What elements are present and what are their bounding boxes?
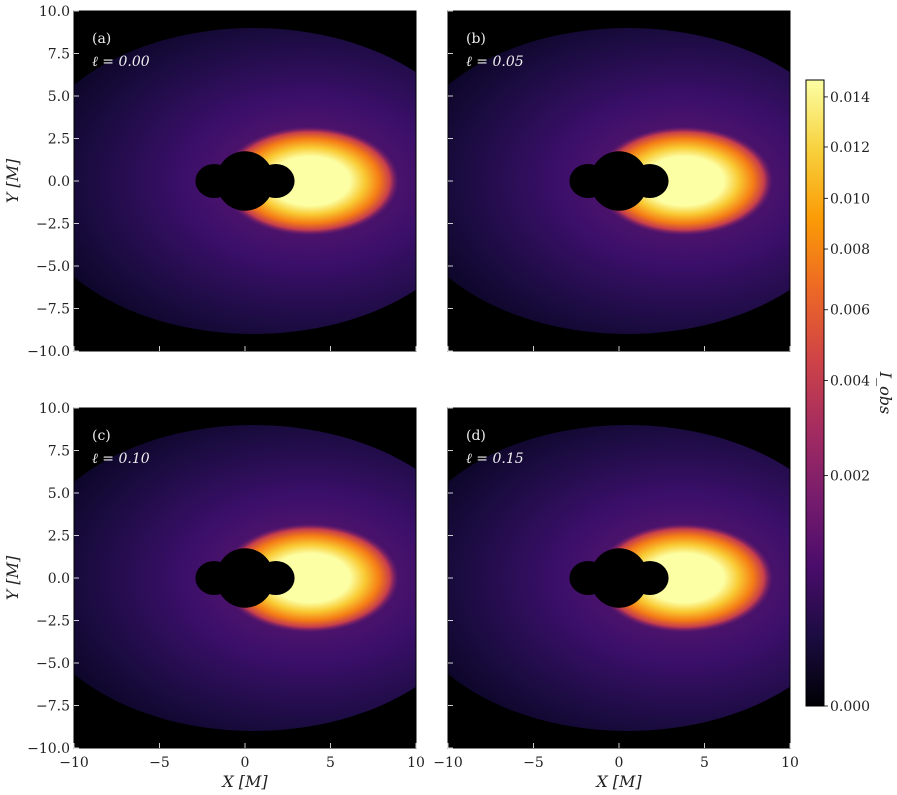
y-tick-label: −5.0 [36, 259, 70, 275]
y-tick-label: 5.0 [48, 89, 70, 105]
y-tick-label: 10.0 [39, 4, 70, 20]
y-tick-label: 10.0 [39, 401, 70, 417]
panel-c: 10.0 7.5 5.0 2.5 0.0 −2.5 −5.0 −7.5 −10.0 Y [M] −1… [3, 401, 425, 791]
y-tick-label: −10.0 [27, 741, 70, 757]
panel-tag: (c) [92, 428, 111, 444]
panel-d: −10 −5 0 5 10 X [M] (d) ℓ = 0.15 [433, 407, 799, 791]
black-hole-shadow [195, 548, 295, 608]
y-tick-label: 2.5 [48, 529, 70, 545]
x-axis-label: X [M] [594, 772, 642, 791]
x-tick-label: −5 [523, 755, 544, 771]
panel-tag: (a) [92, 31, 111, 47]
panel-tag: (d) [466, 428, 486, 444]
ell-label: ℓ = 0.00 [92, 54, 150, 70]
ell-label: ℓ = 0.15 [466, 451, 524, 467]
y-tick-label: 7.5 [48, 444, 70, 460]
x-tick-label: 10 [781, 755, 799, 771]
y-axis-label: Y [M] [3, 555, 22, 600]
y-tick-label: 0.0 [48, 174, 70, 190]
x-tick-label: −10 [433, 755, 463, 771]
black-hole-shadow [569, 548, 669, 608]
x-tick-label: 0 [615, 755, 624, 771]
bright-hotspot [221, 523, 399, 633]
y-axis-label: Y [M] [3, 158, 22, 203]
colorbar-tick-label: 0.006 [830, 303, 870, 319]
ell-label: ℓ = 0.10 [92, 451, 150, 467]
x-tick-label: 10 [407, 755, 425, 771]
colorbar-tick-label: 0.010 [830, 191, 870, 207]
y-tick-label: −2.5 [36, 614, 70, 630]
x-tick-label: 0 [241, 755, 250, 771]
colorbar-tick-label: 0.000 [830, 699, 870, 715]
panel-b: (b) ℓ = 0.05 [447, 10, 791, 352]
x-axis-label: X [M] [220, 772, 268, 791]
x-tick-label: 5 [326, 755, 335, 771]
colorbar-tick-label: 0.002 [830, 469, 870, 485]
y-tick-label: −7.5 [36, 302, 70, 318]
bright-hotspot [595, 126, 773, 236]
colorbar-tick-label: 0.012 [830, 140, 870, 156]
bright-hotspot [595, 523, 773, 633]
colorbar-tick-label: 0.008 [830, 242, 870, 258]
y-tick-label: 7.5 [48, 47, 70, 63]
bright-hotspot [221, 126, 399, 236]
y-tick-label: 5.0 [48, 486, 70, 502]
panel-tag: (b) [466, 31, 486, 47]
colorbar-tick-label: 0.014 [830, 90, 870, 106]
y-tick-label: 0.0 [48, 571, 70, 587]
black-hole-shadow [195, 151, 295, 211]
y-tick-label: −10.0 [27, 344, 70, 360]
y-tick-label: −7.5 [36, 699, 70, 715]
x-tick-label: 5 [700, 755, 709, 771]
y-tick-label: 2.5 [48, 132, 70, 148]
x-tick-label: −10 [59, 755, 89, 771]
colorbar-label: I_obs [876, 371, 895, 414]
black-hole-shadow [569, 151, 669, 211]
y-tick-label: −2.5 [36, 217, 70, 233]
panels-group: 10.0 7.5 5.0 2.5 0.0 −2.5 −5.0 −7.5 −10.0 Y [M] (a… [3, 4, 799, 791]
colorbar-tick-label: 0.004 [830, 373, 870, 389]
panel-a: 10.0 7.5 5.0 2.5 0.0 −2.5 −5.0 −7.5 −10.0 Y [M] (a… [3, 4, 417, 360]
colorbar: 0.014 0.012 0.010 0.008 0.006 0.004 0.002 0.000… [805, 79, 895, 715]
ell-label: ℓ = 0.05 [466, 54, 524, 70]
x-tick-label: −5 [149, 755, 170, 771]
y-tick-label: −5.0 [36, 656, 70, 672]
colorbar-bar [805, 79, 825, 707]
